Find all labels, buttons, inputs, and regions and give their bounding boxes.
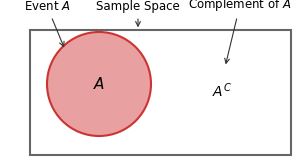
Ellipse shape: [47, 32, 151, 136]
Text: Event $A$: Event $A$: [24, 1, 70, 47]
Text: Complement of $A$: Complement of $A$: [188, 0, 292, 63]
Bar: [30, 30, 291, 155]
Text: Sample Space: Sample Space: [96, 1, 180, 26]
Text: $A^C$: $A^C$: [212, 81, 232, 100]
Text: $A$: $A$: [93, 76, 105, 92]
